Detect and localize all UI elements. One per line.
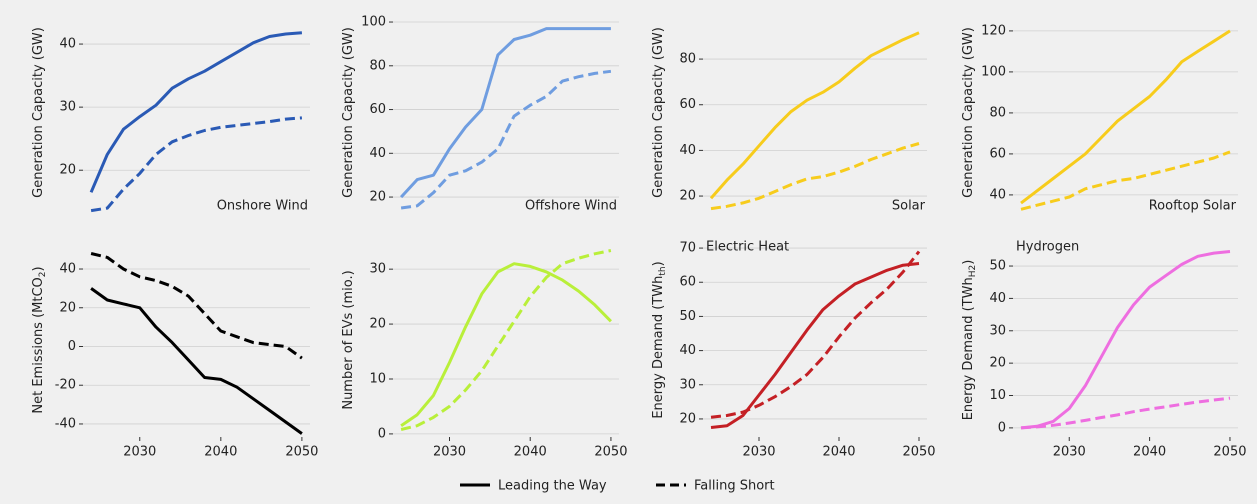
y-tick-label: 0 xyxy=(378,426,386,441)
x-tick-label: 2040 xyxy=(822,445,855,460)
y-axis-label: Energy Demand (TWhH2) xyxy=(961,260,978,421)
y-tick-label: 60 xyxy=(989,146,1006,161)
x-tick-label: 2030 xyxy=(1053,445,1086,460)
y-axis-label: Generation Capacity (GW) xyxy=(31,27,46,198)
series-line xyxy=(710,142,920,211)
y-axis-label: Net Emissions (MtCO2) xyxy=(31,266,48,413)
annotation: Rooftop Solar xyxy=(1149,199,1237,214)
annotation: Offshore Wind xyxy=(525,199,617,214)
y-tick-label: 100 xyxy=(981,64,1006,79)
y-axis-label-sub: H2 xyxy=(968,265,978,278)
annotation: Solar xyxy=(892,199,926,214)
series-line xyxy=(710,250,921,419)
y-tick-label: 100 xyxy=(361,15,386,30)
legend-label: Falling Short xyxy=(694,479,775,494)
x-tick-label: 2030 xyxy=(742,445,775,460)
y-axis-label-text: Energy Demand (TWh xyxy=(961,277,976,420)
series-line xyxy=(90,116,303,213)
y-tick-label: 20 xyxy=(679,411,696,426)
y-tick-label: 120 xyxy=(981,23,1006,38)
y-tick-label: 0 xyxy=(68,339,76,354)
x-tick-label: 2050 xyxy=(285,445,318,460)
series-line xyxy=(90,287,303,435)
x-tick-label: 2050 xyxy=(1213,445,1246,460)
y-tick-label: 60 xyxy=(679,97,696,112)
series-line xyxy=(400,249,612,431)
x-tick-label: 2050 xyxy=(902,445,935,460)
series-line xyxy=(1020,150,1231,211)
y-tick-label: 40 xyxy=(989,291,1006,306)
y-tick-label: 40 xyxy=(679,343,696,358)
y-axis-label-text: Number of EVs (mio.) xyxy=(341,270,356,409)
y-axis-label-text: Net Emissions (MtCO xyxy=(31,277,46,413)
series-line xyxy=(709,31,920,200)
y-tick-label: 40 xyxy=(369,146,386,161)
x-tick-label: 2030 xyxy=(123,445,156,460)
y-tick-label: 40 xyxy=(59,262,76,277)
y-tick-label: 20 xyxy=(989,356,1006,371)
y-axis-label-text: Generation Capacity (GW) xyxy=(341,27,356,198)
x-tick-label: 2040 xyxy=(514,445,547,460)
y-tick-label: 50 xyxy=(679,309,696,324)
y-tick-label: 30 xyxy=(679,377,696,392)
series-line xyxy=(399,27,611,199)
y-tick-label: 30 xyxy=(989,323,1006,338)
y-axis-label-end: ) xyxy=(651,261,666,266)
y-axis-label: Number of EVs (mio.) xyxy=(341,270,356,409)
y-tick-label: 10 xyxy=(369,371,386,386)
y-tick-label: 30 xyxy=(369,262,386,277)
y-tick-label: 20 xyxy=(59,300,76,315)
y-tick-label: 40 xyxy=(989,187,1006,202)
y-tick-label: 60 xyxy=(369,102,386,117)
annotation: Electric Heat xyxy=(706,240,789,255)
series-line xyxy=(400,69,612,210)
annotation: Hydrogen xyxy=(1016,240,1079,255)
y-tick-label: 50 xyxy=(989,259,1006,274)
y-tick-label: 20 xyxy=(59,163,76,178)
y-tick-label: -20 xyxy=(55,378,76,393)
y-tick-label: 0 xyxy=(998,420,1006,435)
y-tick-label: -40 xyxy=(55,416,76,431)
y-axis-label: Generation Capacity (GW) xyxy=(341,27,356,198)
series-line xyxy=(400,262,612,427)
y-tick-label: 70 xyxy=(679,241,696,256)
y-axis-label-text: Generation Capacity (GW) xyxy=(961,27,976,198)
y-axis-label: Energy Demand (TWhth) xyxy=(651,261,668,418)
y-axis-label-text: Generation Capacity (GW) xyxy=(651,27,666,198)
legend-label: Leading the Way xyxy=(498,479,607,494)
series-line xyxy=(1020,29,1231,205)
series-line xyxy=(1020,396,1231,430)
series-line xyxy=(1020,250,1231,430)
y-axis-label-end: ) xyxy=(31,266,46,271)
y-axis-label-sub: 2 xyxy=(38,271,48,277)
y-axis-label-text: Energy Demand (TWh xyxy=(651,276,666,419)
x-tick-label: 2030 xyxy=(433,445,466,460)
y-axis-label-sub: th xyxy=(658,266,668,275)
y-tick-label: 80 xyxy=(369,58,386,73)
y-axis-label-end: ) xyxy=(961,260,976,265)
y-tick-label: 20 xyxy=(369,190,386,205)
y-tick-label: 10 xyxy=(989,388,1006,403)
y-tick-label: 60 xyxy=(679,275,696,290)
x-tick-label: 2040 xyxy=(204,445,237,460)
y-tick-label: 80 xyxy=(679,52,696,67)
y-tick-label: 40 xyxy=(59,37,76,52)
y-tick-label: 40 xyxy=(679,143,696,158)
y-axis-label: Generation Capacity (GW) xyxy=(651,27,666,198)
y-tick-label: 30 xyxy=(59,100,76,115)
x-tick-label: 2050 xyxy=(594,445,627,460)
y-axis-label: Generation Capacity (GW) xyxy=(961,27,976,198)
y-axis-label-text: Generation Capacity (GW) xyxy=(31,27,46,198)
series-line xyxy=(89,31,303,193)
series-line xyxy=(90,252,303,360)
annotation: Onshore Wind xyxy=(217,199,308,214)
y-tick-label: 80 xyxy=(989,105,1006,120)
y-tick-label: 20 xyxy=(679,189,696,204)
x-tick-label: 2040 xyxy=(1133,445,1166,460)
y-tick-label: 20 xyxy=(369,317,386,332)
